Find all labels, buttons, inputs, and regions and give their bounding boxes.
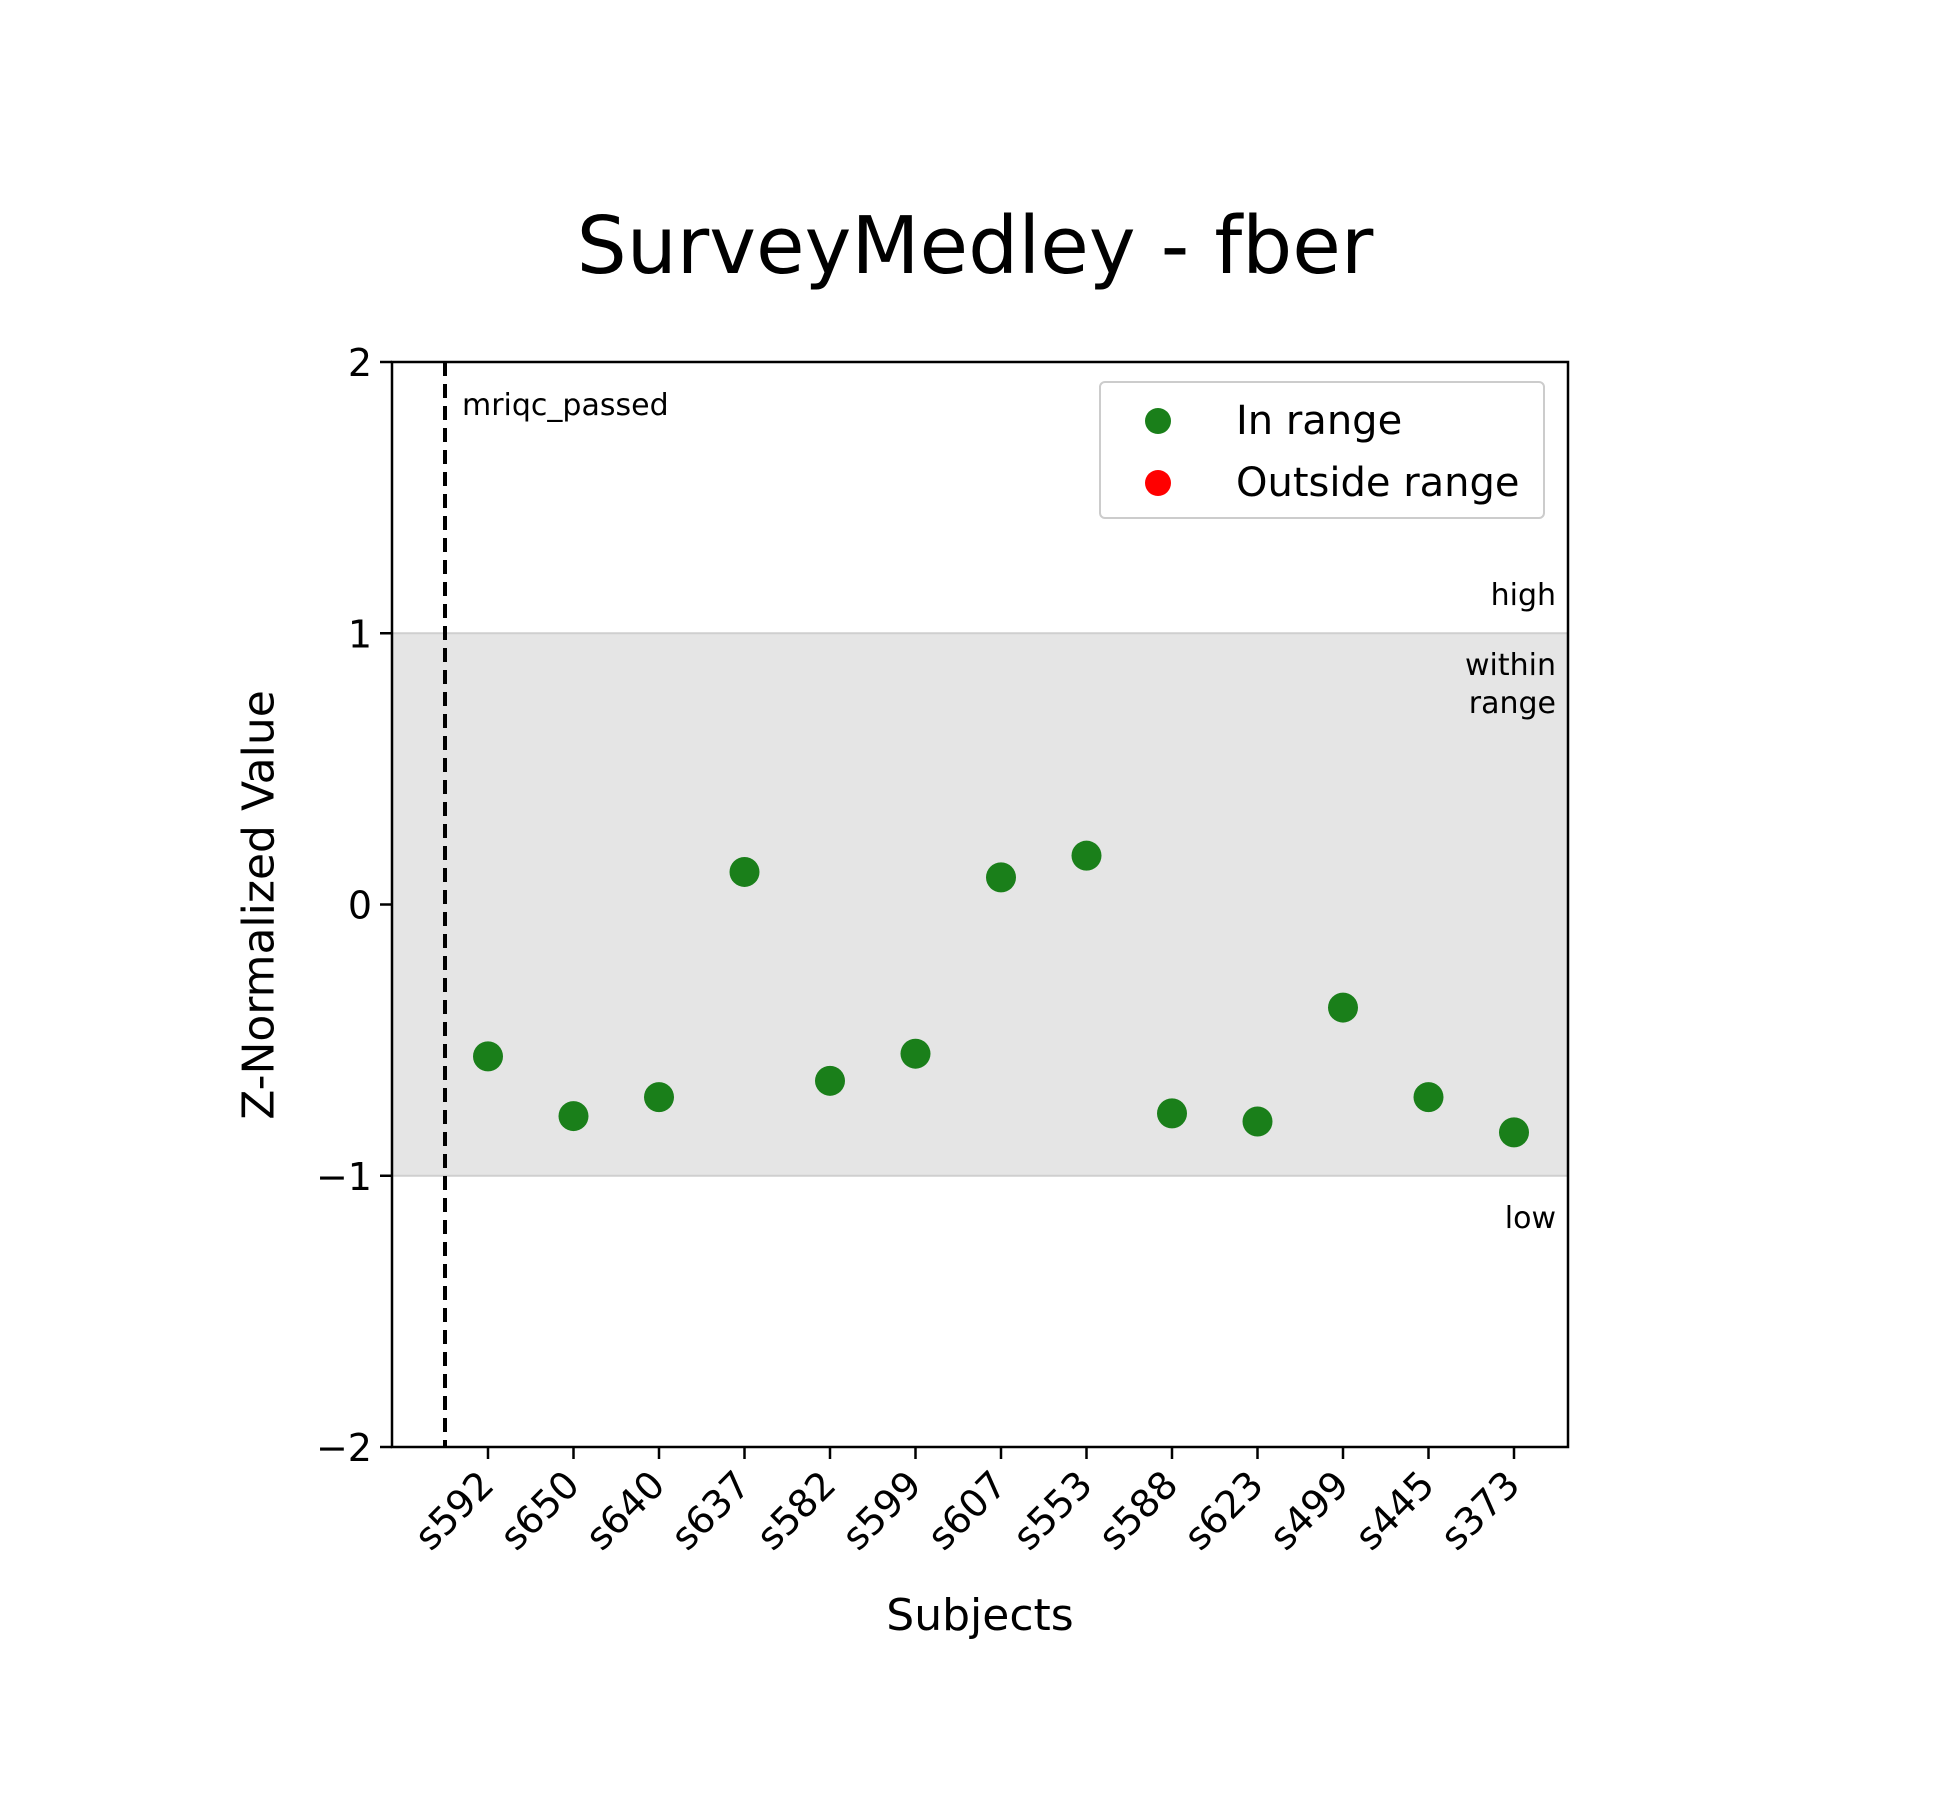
x-tick-label: s640 — [577, 1462, 673, 1558]
data-point-s592 — [473, 1041, 503, 1072]
x-tick-label: s373 — [1432, 1462, 1528, 1558]
x-tick-label: s592 — [406, 1462, 502, 1558]
data-point-s637 — [729, 856, 760, 887]
data-point-s373 — [1499, 1117, 1529, 1148]
x-tick-label: s607 — [919, 1462, 1015, 1558]
data-point-s650 — [558, 1101, 589, 1132]
x-axis-label: Subjects — [886, 1590, 1074, 1641]
band-label-high: high — [1491, 578, 1556, 613]
y-tick-label: 2 — [348, 341, 372, 385]
x-tick-label: s637 — [662, 1462, 758, 1558]
x-tick-label: s553 — [1004, 1462, 1100, 1558]
y-tick-label: 0 — [348, 884, 372, 928]
data-point-s640 — [644, 1082, 674, 1113]
data-point-s582 — [815, 1065, 845, 1096]
y-tick-label: −1 — [316, 1155, 372, 1199]
x-tick-label: s650 — [491, 1462, 587, 1558]
data-point-s599 — [900, 1038, 931, 1069]
legend-marker-outside-range — [1145, 470, 1171, 496]
within-range-band — [392, 633, 1568, 1176]
y-axis-label: Z-Normalized Value — [233, 690, 285, 1120]
mriqc-passed-label: mriqc_passed — [462, 388, 669, 423]
legend-marker-in-range — [1145, 408, 1171, 434]
y-tick-label: −2 — [316, 1426, 372, 1470]
data-point-s588 — [1157, 1098, 1187, 1129]
legend: In range Outside range — [1099, 381, 1545, 519]
x-tick-label: s582 — [748, 1462, 844, 1558]
legend-label-in-range: In range — [1236, 398, 1403, 444]
x-tick-label: s588 — [1090, 1462, 1186, 1558]
x-tick-label: s499 — [1261, 1462, 1357, 1558]
band-label-low: low — [1505, 1201, 1556, 1236]
data-point-s445 — [1413, 1082, 1444, 1113]
band-label-within: within — [1465, 648, 1556, 683]
x-tick-label: s445 — [1346, 1462, 1442, 1558]
data-point-s623 — [1242, 1106, 1273, 1137]
legend-label-outside-range: Outside range — [1236, 460, 1520, 506]
x-tick-label: s623 — [1175, 1462, 1271, 1558]
x-tick-label: s599 — [833, 1462, 929, 1558]
chart-title: SurveyMedley - fber — [576, 200, 1374, 292]
band-label-range: range — [1469, 686, 1556, 721]
y-tick-label: 1 — [348, 612, 372, 656]
data-point-s499 — [1328, 992, 1358, 1023]
data-point-s607 — [986, 862, 1016, 893]
data-point-s553 — [1071, 840, 1102, 871]
